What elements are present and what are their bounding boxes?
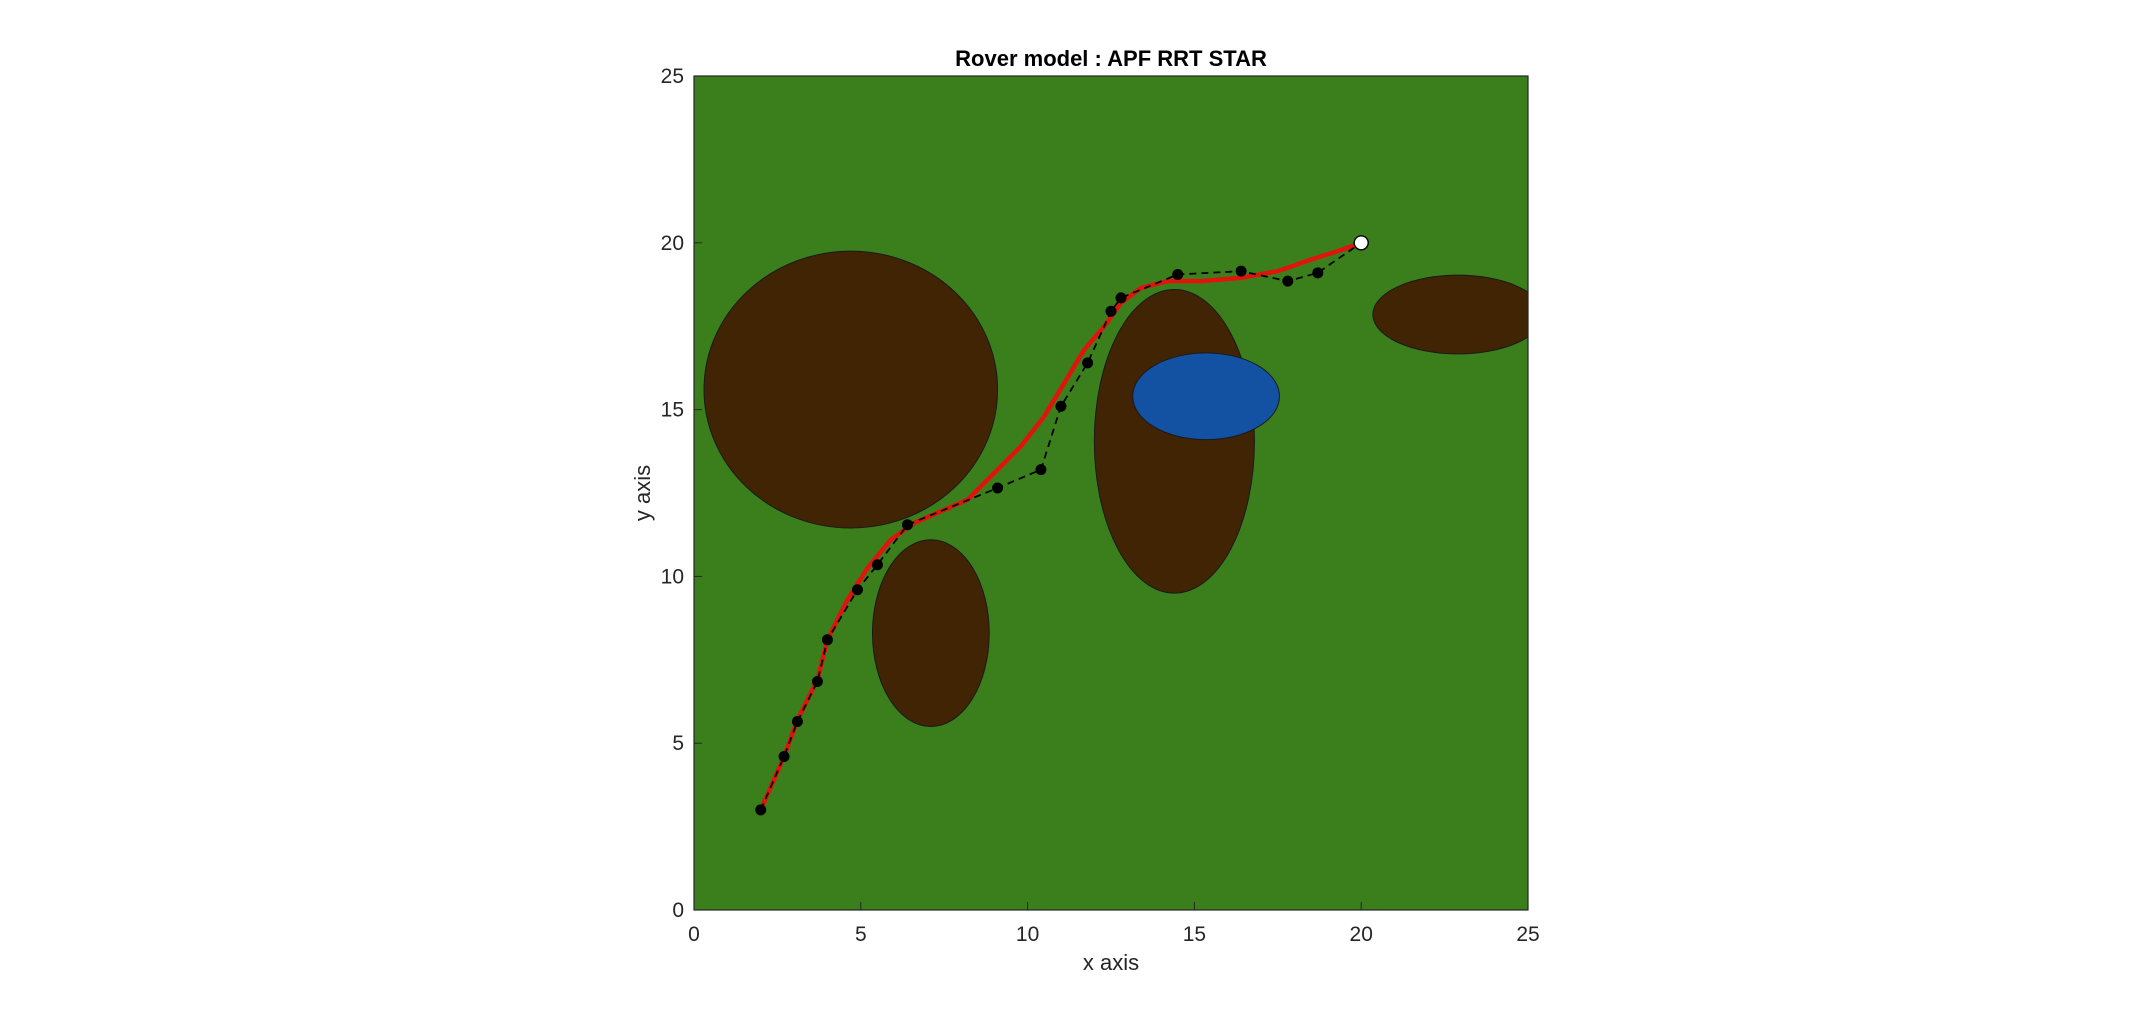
waypoint-marker bbox=[902, 519, 914, 531]
water-region-5 bbox=[1132, 352, 1280, 441]
y-tick-label: 0 bbox=[672, 899, 684, 922]
waypoint-marker bbox=[1235, 265, 1247, 277]
smoothed-path-line bbox=[758, 240, 1364, 813]
x-axis-label: x axis bbox=[1083, 950, 1139, 975]
waypoint-marker bbox=[851, 584, 863, 596]
terrain-obstacle-1 bbox=[703, 250, 999, 529]
x-tick-label: 10 bbox=[1016, 923, 1039, 946]
x-tick-label: 0 bbox=[688, 923, 700, 946]
terrain-obstacle-4 bbox=[1372, 274, 1528, 355]
waypoint-marker bbox=[1035, 464, 1047, 476]
y-axis-label: y axis bbox=[630, 465, 655, 521]
waypoint-marker bbox=[1282, 275, 1294, 287]
waypoint-marker bbox=[1172, 268, 1184, 280]
x-tick-label: 5 bbox=[855, 923, 867, 946]
waypoint-marker bbox=[1115, 292, 1127, 304]
goal-marker bbox=[1353, 235, 1369, 251]
waypoint-marker bbox=[1312, 267, 1324, 279]
x-tick-label: 15 bbox=[1183, 923, 1206, 946]
obstacles bbox=[703, 250, 1528, 728]
waypoint-marker bbox=[811, 675, 823, 687]
waypoint-marker bbox=[755, 804, 767, 816]
waypoint-marker bbox=[791, 716, 803, 728]
waypoint-marker bbox=[992, 482, 1004, 494]
y-axis: 0 5 10 15 20 25 bbox=[661, 65, 702, 922]
y-tick-label: 15 bbox=[661, 399, 684, 422]
chart-title: Rover model : APF RRT STAR bbox=[955, 46, 1267, 71]
x-axis: 0 5 10 15 20 25 bbox=[688, 902, 1540, 946]
plot-frame bbox=[693, 75, 1529, 911]
waypoint-marker bbox=[1105, 305, 1117, 317]
waypoint-marker bbox=[871, 559, 883, 571]
terrain-obstacle-3 bbox=[1093, 289, 1255, 594]
waypoint-marker bbox=[1055, 400, 1067, 412]
y-tick-label: 25 bbox=[661, 65, 684, 88]
x-tick-label: 20 bbox=[1350, 923, 1373, 946]
terrain-obstacle-2 bbox=[871, 539, 990, 728]
y-tick-label: 20 bbox=[661, 232, 684, 255]
y-tick-label: 10 bbox=[661, 565, 684, 588]
waypoint-marker bbox=[1082, 357, 1094, 369]
waypoint-marker bbox=[821, 634, 833, 646]
waypoint-marker bbox=[778, 751, 790, 763]
x-tick-label: 25 bbox=[1516, 923, 1539, 946]
y-tick-label: 5 bbox=[672, 732, 684, 755]
plot-area bbox=[693, 75, 1529, 911]
